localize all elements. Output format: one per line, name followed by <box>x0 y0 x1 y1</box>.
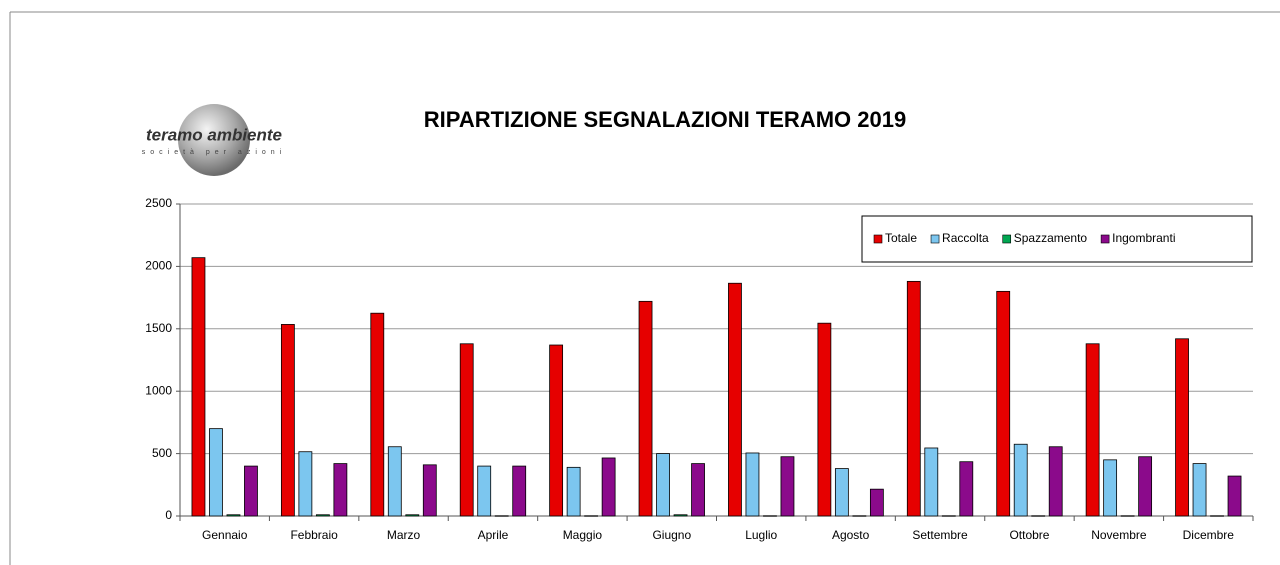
x-tick-label: Marzo <box>387 528 421 542</box>
legend-label: Raccolta <box>942 231 989 245</box>
bar <box>422 464 437 517</box>
bar <box>906 280 921 517</box>
x-tick-label: Novembre <box>1091 528 1147 542</box>
bar <box>549 344 564 517</box>
bar <box>477 465 492 517</box>
logo-sphere <box>178 104 250 176</box>
legend-label: Ingombranti <box>1112 231 1175 245</box>
bar <box>405 514 420 517</box>
logo-tagline: società per azioni <box>142 149 286 156</box>
bar <box>370 312 385 517</box>
bar <box>745 452 760 517</box>
x-tick-label: Gennaio <box>202 528 248 542</box>
x-tick-label: Giugno <box>652 528 691 542</box>
y-tick-label: 500 <box>152 446 172 460</box>
bar <box>387 446 402 517</box>
bar <box>1175 338 1189 517</box>
x-tick-label: Aprile <box>478 528 509 542</box>
bar <box>1085 343 1100 517</box>
bar <box>280 324 295 517</box>
bar <box>566 466 581 517</box>
bar <box>1210 515 1224 517</box>
x-tick-label: Settembre <box>912 528 968 542</box>
logo: teramo ambiente società per azioni <box>142 104 286 176</box>
bar <box>1120 515 1135 517</box>
bar <box>1227 475 1242 517</box>
bar <box>869 488 884 517</box>
bar <box>691 463 705 517</box>
bar <box>1013 443 1028 517</box>
bar <box>1192 463 1207 517</box>
bar <box>656 453 670 517</box>
legend-label: Totale <box>885 231 917 245</box>
x-tick-label: Febbraio <box>290 528 338 542</box>
bar <box>834 468 849 517</box>
y-tick-label: 2500 <box>145 196 172 210</box>
x-tick-label: Ottobre <box>1009 528 1049 542</box>
bar <box>673 514 688 517</box>
legend: Totale Raccolta Spazzamento Ingombranti <box>861 215 1253 263</box>
bar <box>601 457 616 517</box>
legend-label: Spazzamento <box>1014 231 1088 245</box>
bar <box>244 465 258 517</box>
bar <box>1138 456 1153 517</box>
y-tick-label: 1500 <box>145 321 172 335</box>
chart-title: RIPARTIZIONE SEGNALAZIONI TERAMO 2019 <box>424 107 906 132</box>
x-tick-label: Maggio <box>563 528 603 542</box>
bar <box>298 451 313 517</box>
y-tick-label: 0 <box>165 508 172 522</box>
bar <box>1048 446 1063 517</box>
legend-box <box>861 215 1253 263</box>
bar <box>191 257 206 517</box>
bar <box>1103 459 1118 517</box>
legend-swatch <box>873 234 883 244</box>
bar <box>852 515 867 517</box>
x-tick-label: Dicembre <box>1183 528 1235 542</box>
y-tick-label: 2000 <box>145 259 172 273</box>
bar <box>512 465 527 517</box>
logo-name: teramo ambiente <box>146 125 282 144</box>
bar <box>315 514 330 517</box>
bar <box>996 290 1011 517</box>
legend-swatch <box>1002 234 1012 244</box>
bar <box>209 428 223 517</box>
bar <box>817 322 832 517</box>
y-tick-label: 1000 <box>145 383 172 397</box>
bar <box>941 515 956 517</box>
bar <box>459 343 474 517</box>
bar <box>333 463 348 517</box>
bar <box>959 461 974 517</box>
legend-swatch <box>1100 234 1110 244</box>
x-tick-label: Luglio <box>745 528 777 542</box>
bar <box>780 456 795 517</box>
bar <box>494 515 509 517</box>
bar <box>1031 515 1046 517</box>
bar <box>763 515 777 517</box>
bar <box>584 515 599 517</box>
bar <box>638 300 653 517</box>
legend-swatch <box>930 234 940 244</box>
bar <box>226 514 241 517</box>
x-tick-label: Agosto <box>832 528 870 542</box>
bar <box>728 282 742 517</box>
bar <box>924 447 939 517</box>
